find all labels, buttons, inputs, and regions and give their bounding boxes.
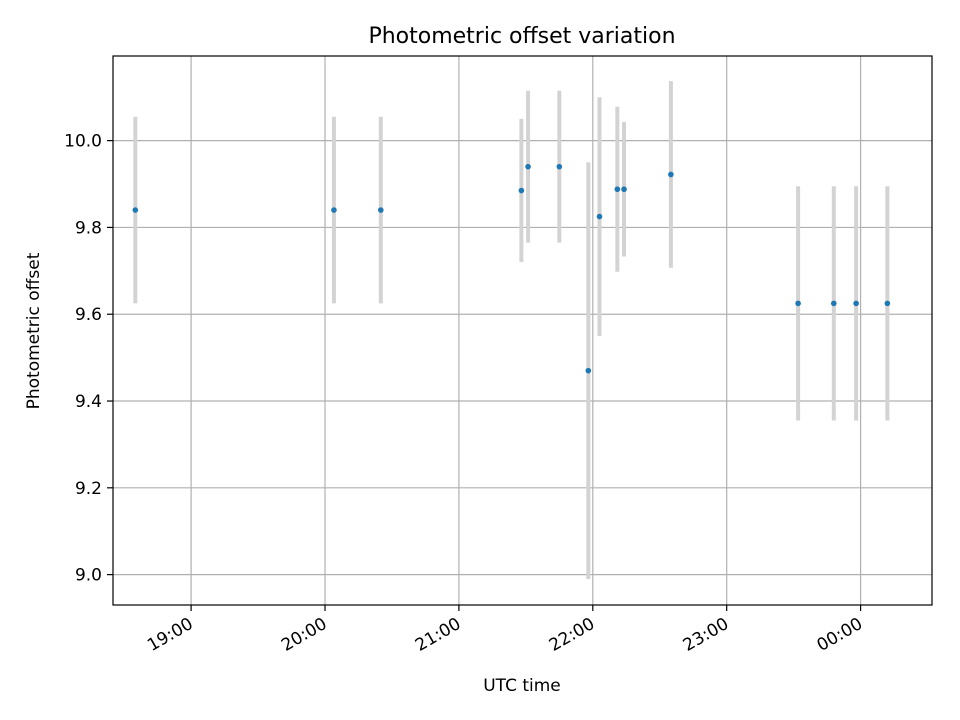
data-point (377, 207, 384, 213)
data-point (518, 187, 525, 194)
data-points (132, 163, 891, 374)
data-point (853, 300, 859, 307)
y-axis-label: Photometric offset (24, 252, 44, 409)
data-point (331, 207, 337, 213)
data-point (525, 163, 531, 170)
y-tick-label: 9.8 (75, 218, 102, 238)
data-point (132, 207, 139, 213)
data-point (668, 171, 674, 178)
data-point (556, 163, 563, 170)
y-tick-label: 9.4 (75, 392, 102, 412)
plot-area-frame (112, 55, 933, 606)
y-tick-label: 9.0 (75, 566, 102, 586)
data-point (831, 300, 837, 307)
data-point (614, 186, 621, 193)
data-point (884, 300, 891, 307)
y-tick-label: 9.6 (75, 305, 102, 325)
y-tick-label: 9.2 (75, 479, 102, 499)
x-axis-label: UTC time (483, 676, 561, 696)
data-point (596, 213, 603, 220)
y-axis-ticks: 9.0 9.2 9.4 9.6 9.8 10.0 (64, 132, 113, 586)
data-point (621, 186, 627, 193)
data-point (795, 300, 801, 307)
chart-title: Photometric offset variation (368, 24, 675, 49)
grid-lines (113, 56, 932, 605)
y-tick-label: 10.0 (64, 132, 102, 152)
data-point (585, 367, 592, 374)
